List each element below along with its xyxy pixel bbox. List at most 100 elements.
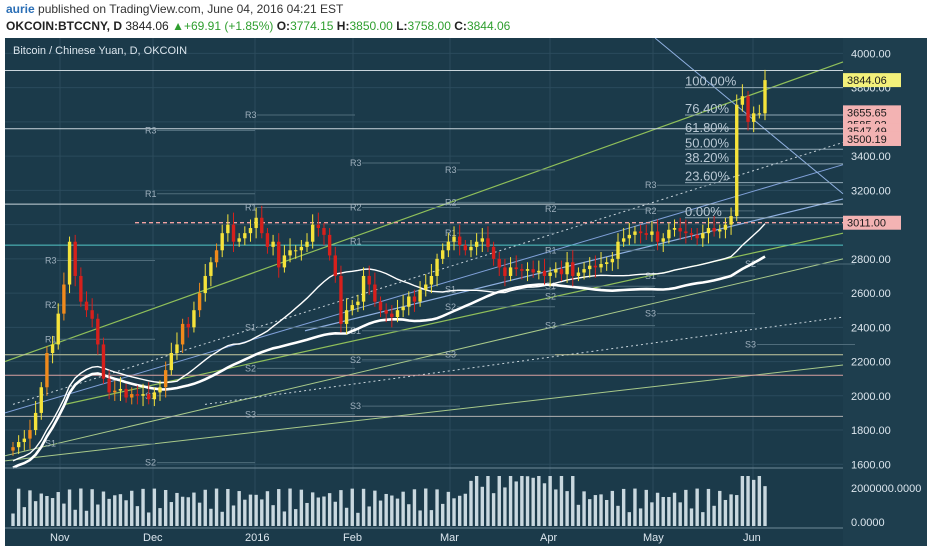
candle-body (248, 228, 253, 234)
close-value: 3844.06 (466, 19, 511, 33)
volume-bar (197, 502, 202, 526)
dashed-trend-line (204, 316, 844, 405)
pivot-label: S3 (645, 309, 656, 319)
pivot-label: S3 (350, 401, 361, 411)
volume-bar (588, 499, 592, 526)
volume-bar (582, 491, 586, 526)
y-tick-label: 2800.00 (851, 254, 891, 266)
candle-body (554, 269, 558, 273)
y-tick-label: 3200.00 (851, 185, 891, 197)
candle-body (33, 412, 38, 431)
candle-body (599, 263, 603, 268)
pivot-label: S2 (445, 302, 456, 312)
volume-bar (746, 476, 750, 526)
candle-body (147, 394, 151, 400)
volume-bar (627, 512, 631, 526)
candle-body (169, 353, 174, 371)
candle-body (627, 234, 631, 239)
volume-tick-label: 2000000.0000 (851, 483, 921, 495)
price-chart[interactable]: R3 R1 R3 R2 R1 R3 R1 S1 S2 S3 S1 S1 S2 R3 R2 R1 S1 S2 S3 R3… (5, 38, 927, 546)
candle-body (45, 353, 49, 388)
candle-body (638, 231, 643, 234)
x-tick-label: Feb (343, 532, 362, 544)
candle-body (265, 233, 270, 247)
moving-average-line (12, 223, 766, 462)
pivot-label: R3 (350, 158, 362, 168)
volume-bar (667, 497, 671, 526)
volume-bar (130, 490, 134, 526)
volume-bar (486, 476, 490, 526)
candle-body (559, 269, 564, 275)
volume-bar (542, 483, 547, 526)
volume-bar (192, 492, 196, 526)
candle-body (757, 113, 762, 115)
volume-bar (113, 495, 117, 526)
volume-bar (316, 497, 321, 526)
candle-body (237, 238, 241, 242)
candle-body (384, 310, 388, 314)
volume-bar (11, 513, 15, 526)
candles (11, 69, 767, 456)
volume-bar (548, 476, 552, 526)
volume-bar (424, 488, 428, 526)
volume-bar (712, 505, 716, 526)
candle-body (322, 228, 326, 235)
candle-body (141, 394, 145, 396)
volume-bar (525, 476, 530, 526)
candle-body (135, 394, 140, 396)
volume-bar (84, 510, 89, 526)
volume-bar (282, 511, 287, 526)
volume-bar (610, 490, 615, 526)
volume-bar (457, 495, 462, 526)
candle-body (288, 250, 292, 256)
candle-body (197, 293, 202, 311)
candle-body (356, 301, 360, 306)
high-value: 3850.00 (349, 19, 393, 33)
price-change: +69.91 (+1.85%) (183, 19, 274, 33)
volume-bar (684, 489, 688, 526)
pivot-label: R2 (645, 206, 657, 216)
volume-bar (701, 512, 705, 526)
volume-bar (265, 491, 270, 526)
volume-bar (554, 489, 558, 526)
volume-bar (446, 491, 451, 526)
volume-bar (299, 489, 304, 526)
candle-body (593, 265, 598, 268)
candle-body (712, 228, 716, 232)
volume-bar (305, 502, 309, 526)
volume-bar (175, 492, 179, 526)
author-name[interactable]: aurie (6, 2, 35, 16)
candle-body (672, 228, 677, 230)
volume-bar (695, 488, 699, 526)
fib-label: 50.00% (685, 135, 730, 150)
volume-bar (186, 497, 190, 526)
candle-body (531, 269, 535, 273)
volume-bar (650, 502, 654, 526)
candle-body (746, 96, 750, 122)
open-value: 3774.15 (290, 19, 334, 33)
pivot-label: R3 (445, 165, 457, 175)
candle-body (395, 310, 400, 318)
volume-bar (254, 494, 258, 526)
volume-bar (209, 508, 213, 526)
candle-body (84, 301, 89, 311)
price-label-box (843, 73, 901, 88)
candle-body (350, 305, 354, 311)
volume-bar (50, 498, 55, 526)
x-tick-label: Apr (540, 532, 557, 544)
volume-bar (469, 480, 473, 526)
fib-label: 38.20% (685, 150, 730, 165)
volume-bar (152, 488, 157, 526)
pivot-label: R2 (45, 300, 57, 310)
candle-body (621, 238, 626, 242)
volume-bar (729, 494, 733, 526)
volume-bar (763, 486, 767, 526)
candle-body (701, 233, 705, 239)
x-tick-label: Mar (440, 532, 459, 544)
pivot-label: S1 (645, 271, 656, 281)
candle-body (706, 228, 711, 234)
candle-body (418, 289, 422, 302)
volume-bar (310, 492, 315, 526)
volume-bar (180, 496, 185, 526)
pivot-label: R2 (445, 197, 457, 207)
